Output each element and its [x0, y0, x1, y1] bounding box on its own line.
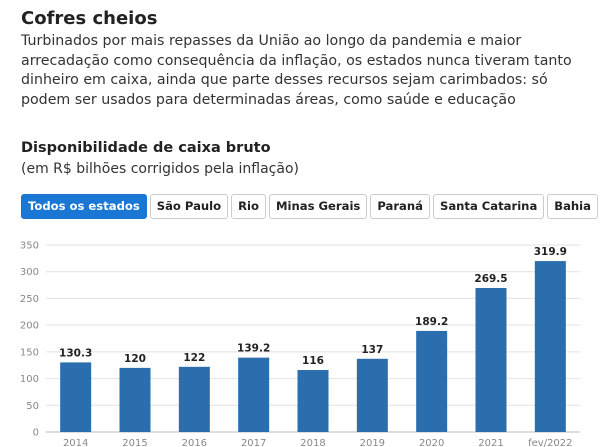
bar-value-label: 139.2	[237, 343, 270, 355]
chart-subtitle: (em R$ bilhões corrigidos pela inflação)	[21, 161, 299, 177]
bar[interactable]	[475, 288, 507, 432]
y-tick-label: 350	[20, 241, 39, 252]
bar-value-label: 130.3	[59, 347, 92, 359]
x-tick-label: 2014	[63, 438, 88, 447]
bar-value-label: 116	[302, 355, 324, 367]
bar[interactable]	[119, 367, 151, 432]
filter-button-minas-gerais[interactable]: Minas Gerais	[269, 194, 368, 219]
bar[interactable]	[60, 362, 92, 432]
bar-value-label: 189.2	[415, 316, 448, 328]
bar-value-label: 137	[361, 344, 383, 356]
bar-chart: 0 50 100 150 200 250 300 350 130.3 2014 120 2015 122…	[20, 241, 580, 447]
bar[interactable]	[416, 330, 448, 432]
y-tick-label: 100	[20, 374, 39, 385]
x-tick-label: 2019	[360, 438, 385, 447]
filter-button-sao-paulo[interactable]: São Paulo	[149, 194, 229, 219]
filter-button-santa-catarina[interactable]: Santa Catarina	[432, 194, 545, 219]
chart-title: Disponibilidade de caixa bruto	[21, 140, 271, 156]
description: Turbinados por mais repasses da União ao…	[21, 33, 572, 108]
bar-value-label: 122	[183, 352, 205, 364]
y-tick-label: 150	[20, 347, 39, 358]
filter-button-bahia[interactable]: Bahia	[547, 194, 598, 219]
x-tick-label: 2018	[300, 438, 325, 447]
bar[interactable]	[534, 261, 566, 432]
state-filter-buttons: Todos os estados São Paulo Rio Minas Ger…	[21, 194, 598, 219]
bar[interactable]	[297, 370, 329, 432]
y-tick-label: 250	[20, 294, 39, 305]
bar-value-label: 269.5	[474, 273, 507, 285]
bar[interactable]	[238, 357, 270, 432]
bar-value-label: 319.9	[534, 246, 567, 258]
bar[interactable]	[356, 358, 388, 432]
filter-button-all-states[interactable]: Todos os estados	[21, 194, 147, 219]
x-tick-label: 2017	[241, 438, 266, 447]
y-tick-label: 300	[20, 267, 39, 278]
x-tick-label: 2016	[182, 438, 207, 447]
headline: Cofres cheios	[21, 8, 158, 29]
y-tick-label: 0	[33, 428, 39, 439]
y-tick-label: 50	[26, 401, 39, 412]
x-tick-label: 2020	[419, 438, 444, 447]
bar-value-label: 120	[124, 353, 146, 365]
filter-button-parana[interactable]: Paraná	[370, 194, 430, 219]
x-tick-label: 2021	[478, 438, 503, 447]
bar[interactable]	[178, 366, 210, 432]
x-tick-label: fev/2022	[528, 438, 572, 447]
y-tick-label: 200	[20, 321, 39, 332]
x-tick-label: 2015	[122, 438, 147, 447]
filter-button-rio[interactable]: Rio	[231, 194, 266, 219]
